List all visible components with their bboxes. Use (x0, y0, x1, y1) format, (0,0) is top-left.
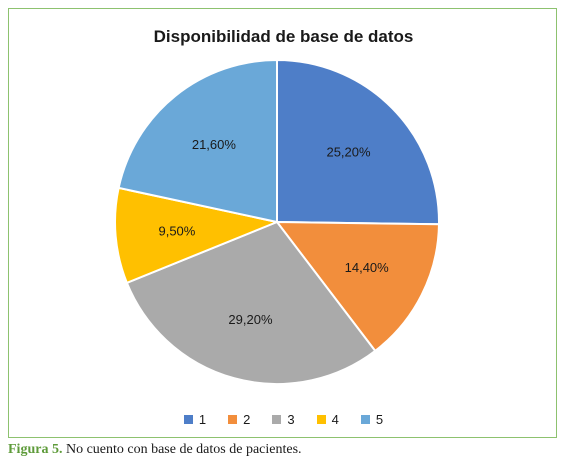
legend-label-4: 4 (331, 412, 339, 427)
pie-slice-1 (276, 58, 440, 226)
slice-label-1: 25,20% (326, 144, 371, 159)
legend-item-2: 2 (228, 412, 250, 427)
legend-label-5: 5 (375, 412, 384, 427)
pie-slice-2 (274, 220, 440, 353)
legend-item-1: 1 (183, 412, 207, 427)
pie-slice-4 (114, 186, 281, 285)
legend-swatch-1 (183, 415, 193, 424)
figure-caption: Figura 5. No cuento con base de datos de… (8, 442, 302, 458)
legend-item-4: 4 (316, 412, 339, 427)
chart-title: Disponibilidad de base de datos (153, 27, 414, 46)
legend-label-1: 1 (198, 412, 207, 427)
legend-swatch-4 (316, 415, 326, 424)
figure-label: Figura 5. (8, 442, 63, 457)
legend-label-3: 3 (287, 412, 295, 427)
chart-legend: 1 2 3 4 5 (9, 412, 558, 427)
legend-swatch-2 (228, 415, 238, 424)
slice-label-2: 14,40% (345, 260, 390, 275)
legend-swatch-3 (272, 415, 282, 424)
legend-label-2: 2 (243, 412, 251, 427)
slice-label-3: 29,20% (228, 312, 273, 327)
pie-chart: 25,20% 14,40% 29,20% 9,50% 21,60% (114, 58, 440, 385)
slice-label-5: 21,60% (192, 137, 237, 152)
chart-frame: Disponibilidad de base de datos 25,20% 14… (8, 8, 557, 438)
legend-swatch-5 (360, 415, 370, 424)
legend-item-5: 5 (360, 412, 384, 427)
legend-item-3: 3 (272, 412, 295, 427)
pie-slice-3 (125, 220, 377, 385)
figure-caption-text: No cuento con base de datos de pacientes… (62, 442, 302, 457)
slice-label-4: 9,50% (158, 224, 195, 239)
pie-slice-5 (117, 58, 278, 224)
